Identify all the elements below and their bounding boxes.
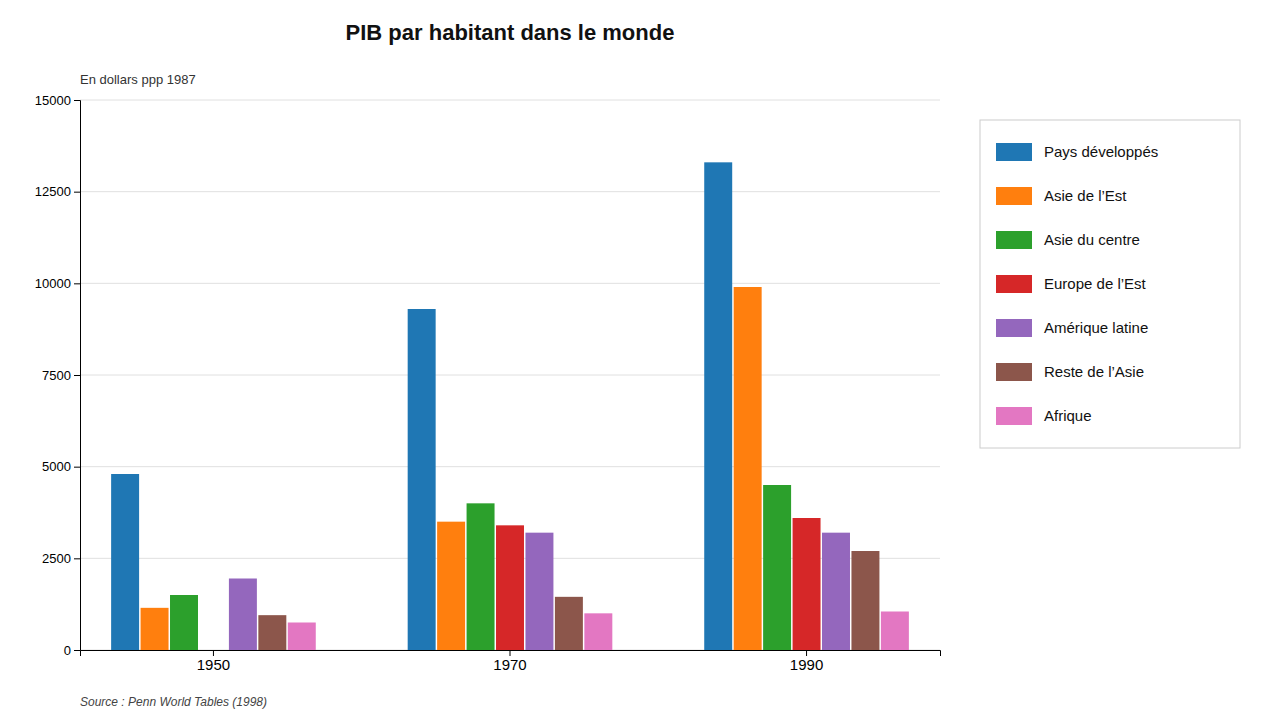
legend-swatch <box>996 187 1032 205</box>
y-tick-mark <box>74 100 80 101</box>
legend-label: Europe de l’Est <box>1044 275 1147 292</box>
y-tick-label: 0 <box>64 643 71 658</box>
x-tick-label: 1990 <box>790 656 823 673</box>
bar-series <box>229 533 850 650</box>
bar <box>111 474 139 650</box>
y-tick: 10000 <box>35 276 80 291</box>
y-tick: 15000 <box>35 93 80 108</box>
y-tick-label: 10000 <box>35 276 71 291</box>
y-tick: 7500 <box>42 368 80 383</box>
grid-line <box>80 191 940 192</box>
bar-series <box>141 287 762 650</box>
x-axis: 1950 1970 1990 <box>81 650 941 673</box>
legend-swatch <box>996 143 1032 161</box>
bar <box>288 623 316 651</box>
grid-line <box>80 375 940 376</box>
y-tick-label: 15000 <box>35 93 71 108</box>
x-tick: 1990 <box>790 650 823 673</box>
y-tick: 12500 <box>35 184 80 199</box>
grid-line <box>80 100 940 101</box>
y-tick: 2500 <box>42 551 80 566</box>
legend: Pays développés Asie de l’Est Asie du cent… <box>980 120 1240 448</box>
bar-series <box>496 518 821 650</box>
bar-series <box>111 162 732 650</box>
bar-series <box>170 485 791 650</box>
x-tick: 1970 <box>493 650 526 673</box>
x-tick: 1950 <box>197 650 230 673</box>
bar <box>229 579 257 651</box>
legend-entry: Afrique <box>996 407 1092 425</box>
grid <box>80 100 940 650</box>
y-axis: 0 2500 5000 7500 10000 12500 15000 <box>35 93 81 658</box>
legend-label: Asie de l’Est <box>1044 187 1127 204</box>
bar <box>496 525 524 650</box>
bar <box>408 309 436 650</box>
bar <box>199 650 227 651</box>
bar <box>170 595 198 650</box>
subtitle: En dollars ppp 1987 <box>80 72 196 87</box>
legend-entry: Reste de l’Asie <box>996 363 1144 381</box>
y-tick-mark <box>74 283 80 284</box>
y-tick-label: 5000 <box>42 459 71 474</box>
legend-swatch <box>996 407 1032 425</box>
y-tick-mark <box>74 375 80 376</box>
legend-entry: Amérique latine <box>996 319 1148 337</box>
bar-series <box>258 551 879 650</box>
bar <box>141 608 169 650</box>
y-tick-label: 12500 <box>35 184 71 199</box>
legend-swatch <box>996 275 1032 293</box>
grid-line <box>80 466 940 467</box>
bar <box>704 162 732 650</box>
legend-entry: Pays développés <box>996 143 1158 161</box>
y-tick-mark <box>74 467 80 468</box>
legend-frame <box>980 120 1240 448</box>
legend-label: Afrique <box>1044 407 1092 424</box>
bar <box>734 287 762 650</box>
legend-label: Amérique latine <box>1044 319 1148 336</box>
bar <box>467 503 495 650</box>
legend-entry: Asie du centre <box>996 231 1140 249</box>
bars <box>111 162 909 650</box>
bar <box>584 613 612 650</box>
legend-label: Pays développés <box>1044 143 1158 160</box>
y-tick-mark <box>74 192 80 193</box>
bar <box>437 522 465 650</box>
y-axis-line <box>74 101 81 651</box>
title: PIB par habitant dans le monde <box>346 20 675 45</box>
bar <box>793 518 821 650</box>
bar <box>555 597 583 650</box>
legend-label: Reste de l’Asie <box>1044 363 1144 380</box>
y-tick-mark <box>74 558 80 559</box>
legend-swatch <box>996 319 1032 337</box>
legend-swatch <box>996 231 1032 249</box>
y-tick-mark <box>74 650 80 651</box>
bar <box>851 551 879 650</box>
x-tick-label: 1950 <box>197 656 230 673</box>
y-tick-label: 7500 <box>42 368 71 383</box>
grid-line <box>80 283 940 284</box>
bar <box>881 612 909 651</box>
x-tick-label: 1970 <box>493 656 526 673</box>
chart: PIB par habitant dans le monde En dollars… <box>0 0 1280 720</box>
legend-entry: Asie de l’Est <box>996 187 1127 205</box>
y-tick: 5000 <box>42 459 80 474</box>
bar <box>822 533 850 650</box>
plot: 0 2500 5000 7500 10000 12500 15000 1950 1970 1990 <box>35 93 941 673</box>
legend-swatch <box>996 363 1032 381</box>
y-tick: 0 <box>64 643 80 658</box>
bar <box>258 615 286 650</box>
legend-entry: Europe de l’Est <box>996 275 1147 293</box>
bar-series <box>288 612 909 651</box>
y-tick-label: 2500 <box>42 551 71 566</box>
legend-label: Asie du centre <box>1044 231 1140 248</box>
bar <box>763 485 791 650</box>
source: Source : Penn World Tables (1998) <box>80 695 267 709</box>
bar <box>525 533 553 650</box>
